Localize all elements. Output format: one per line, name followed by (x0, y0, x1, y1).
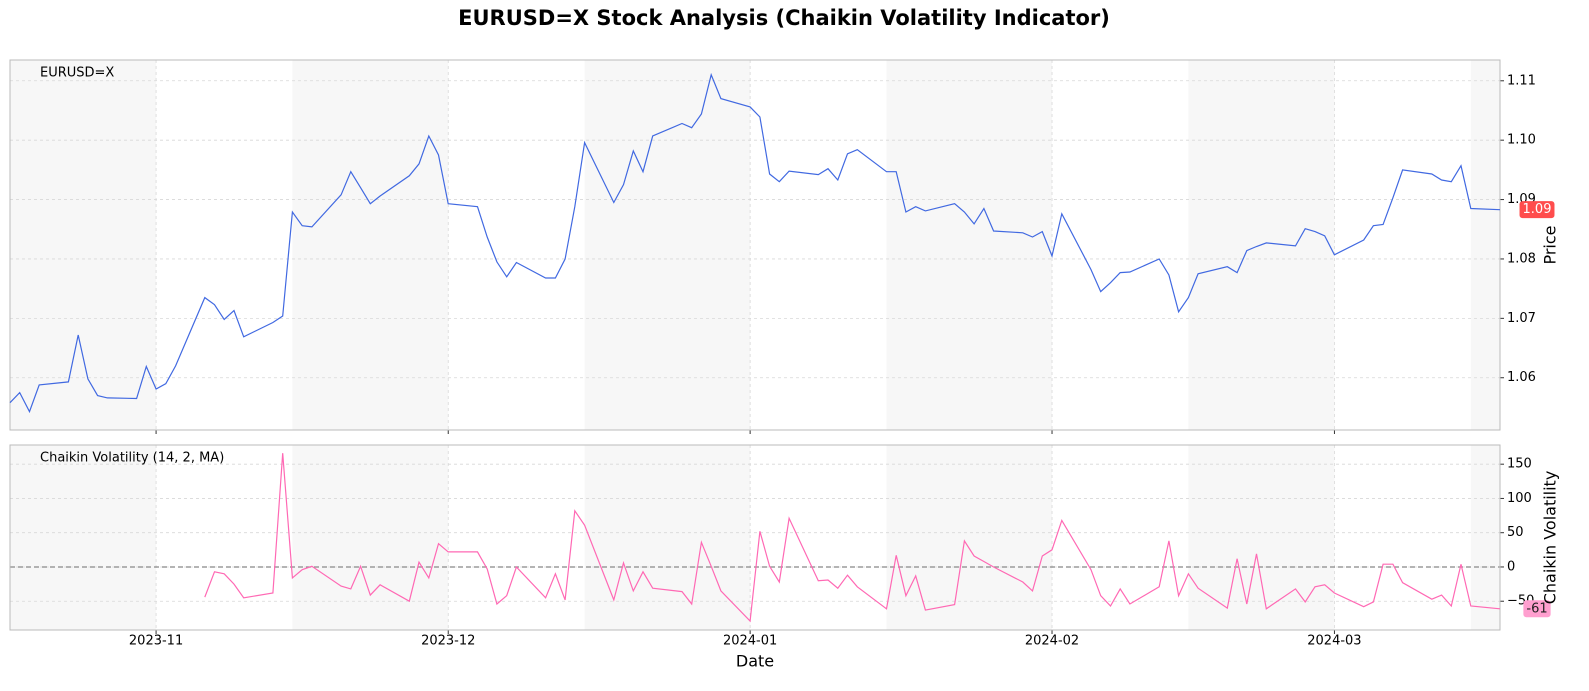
x-tick-label: 2024-02 (1025, 634, 1079, 649)
shade-band (1188, 445, 1335, 630)
y-tick-label: 150 (1507, 457, 1532, 472)
shade-band (292, 445, 449, 630)
legend-label: Chaikin Volatility (14, 2, MA) (40, 451, 224, 466)
x-tick-label: 2023-11 (129, 634, 183, 649)
last-value-badge: -61 (1523, 600, 1551, 618)
last-value-label: 1.09 (1523, 202, 1552, 217)
series-line (204, 453, 1501, 623)
last-value-badge: 1.09 (1519, 201, 1555, 219)
y-axis-label: Chaikin Volatility (1541, 471, 1560, 605)
shade-band (10, 60, 157, 430)
plot-frame (9, 444, 1501, 631)
legend-label: EURUSD=X (40, 66, 114, 81)
series-line (9, 72, 1501, 414)
shade-band (10, 445, 157, 630)
badge-bg (1519, 201, 1555, 219)
shade-band (584, 60, 751, 430)
shade-band (1470, 60, 1500, 430)
y-tick-label: 100 (1507, 491, 1532, 506)
x-axis-label: Date (736, 652, 774, 671)
y-tick-label: 50 (1507, 525, 1524, 540)
shade-band (886, 60, 1053, 430)
x-tick-label: 2024-03 (1307, 634, 1361, 649)
y-tick-label: 0 (1507, 559, 1515, 574)
shade-band (584, 445, 751, 630)
y-axis-label: Price (1541, 225, 1560, 264)
y-tick-label: 1.08 (1507, 251, 1536, 266)
plot-frame (9, 59, 1501, 431)
shade-band (1470, 445, 1500, 630)
y-tick-label: 1.10 (1507, 133, 1536, 148)
x-tick-label: 2024-01 (723, 634, 777, 649)
y-tick-label: 1.11 (1507, 73, 1536, 88)
y-tick-label: 1.06 (1507, 370, 1536, 385)
shade-band (292, 60, 449, 430)
badge-bg (1523, 600, 1551, 618)
last-value-label: -61 (1526, 601, 1547, 616)
y-tick-label: 1.07 (1507, 311, 1536, 326)
shade-band (886, 445, 1053, 630)
chart-title: EURUSD=X Stock Analysis (Chaikin Volatil… (458, 6, 1110, 30)
x-tick-label: 2023-12 (421, 634, 475, 649)
